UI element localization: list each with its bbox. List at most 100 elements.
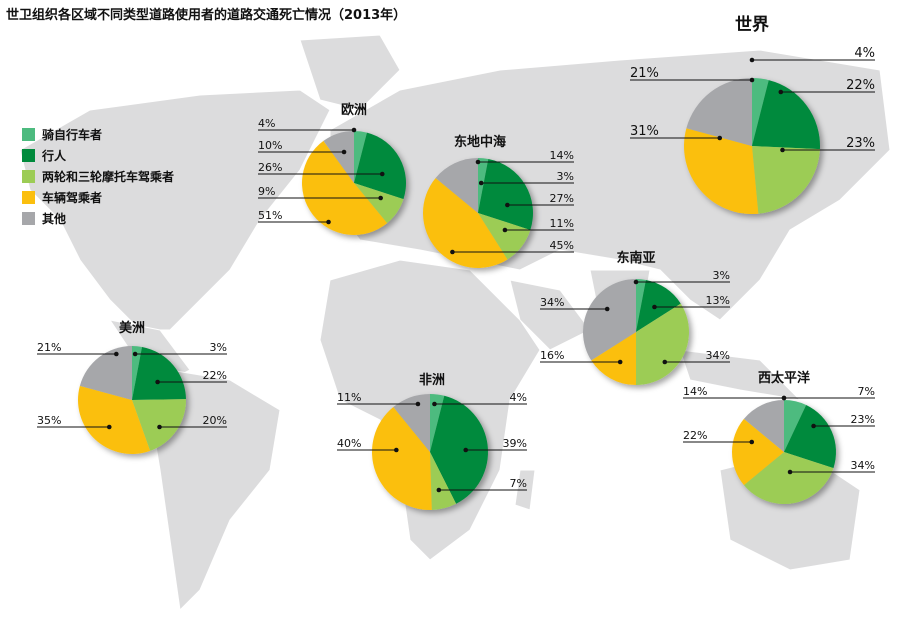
legend-swatch [22,170,35,183]
legend-label: 行人 [42,149,67,163]
leader-dot [475,159,481,165]
data-label-car-occupants: 35% [37,414,61,427]
pie-slice-motorcyclists [430,452,457,510]
data-label-other: 21% [37,341,61,354]
pie-4: 东南亚 3% 13% 34% 16% 34% [540,250,730,385]
data-label-motorcyclists: 11% [550,217,574,230]
leader-dot [502,227,508,233]
leader-dot [749,57,755,63]
leader-dot [463,447,469,453]
pie-title: 东南亚 [616,250,655,266]
pie-slice-car-occupants [302,140,388,235]
pie-title: 东地中海 [454,134,506,150]
pie-slice-other [686,78,752,146]
leader-dot [780,147,785,153]
pie-6: 非洲 4% 39% 7% 40% 11% [337,372,527,510]
data-label-car-occupants: 22% [683,429,707,442]
data-label-pedestrians: 22% [203,369,227,382]
leader-dot [394,447,399,453]
data-label-motorcyclists: 23% [846,136,875,151]
legend-swatch [22,149,35,162]
pie-slices [302,131,406,235]
pie-slices [583,279,689,385]
data-label-motorcyclists: 34% [851,459,875,472]
pie-title: 世界 [735,15,769,35]
data-label-cyclists: 3% [557,170,574,183]
leader-dot [132,351,138,357]
pie-slice-cyclists [430,394,445,452]
legend-swatch [22,212,35,225]
leader-dot [781,395,787,401]
pie-slice-other [435,158,478,213]
leader-dot [617,359,623,365]
leader-dot [415,401,421,407]
pie-slice-other [393,394,430,452]
legend-label: 两轮和三轮摩托车驾乘者 [42,170,175,184]
pie-slice-cyclists [784,400,807,452]
data-label-cyclists: 4% [510,391,527,404]
data-label-pedestrians: 39% [503,437,527,450]
data-label-pedestrians: 23% [851,413,875,426]
greenland-shape [299,34,401,111]
pie-slice-pedestrians [784,404,836,469]
pie-slices [684,78,821,215]
leader-dot [378,195,383,201]
pie-slice-other [79,346,132,400]
pie-slice-cyclists [752,78,769,146]
leader-dot [432,401,437,407]
pie-slice-pedestrians [354,132,406,200]
leader-dot [749,77,755,83]
leader-dot [778,89,784,95]
leader-dot [478,180,484,186]
pie-slices [372,394,488,510]
data-label-other: 34% [540,296,564,309]
data-label-car-occupants: 16% [540,349,564,362]
data-label-cyclists: 3% [713,269,730,282]
pie-slice-motorcyclists [743,452,834,505]
leader-dot [505,202,510,208]
data-label-motorcyclists: 7% [510,477,527,490]
legend-label: 其他 [42,212,67,226]
pie-title: 欧洲 [341,102,367,118]
pie-1: 世界 4% 22% 23% 31% 21% [630,15,875,215]
pie-slice-cyclists [478,158,489,213]
leader-dot [379,171,385,177]
south-america-shape [149,369,281,612]
pie-slice-pedestrians [478,158,533,230]
leader-dot [341,149,347,155]
data-label-pedestrians: 26% [258,161,282,174]
legend-item-cyclists: 骑自行车者 [22,124,174,145]
data-label-car-occupants: 31% [630,124,659,139]
data-label-cyclists: 3% [210,341,227,354]
data-label-car-occupants: 51% [258,209,282,222]
legend-item-other: 其他 [22,208,174,229]
data-label-cyclists: 4% [258,117,275,130]
legend-label: 骑自行车者 [42,128,103,142]
pie-slices [731,400,836,505]
leader-dot [106,424,112,430]
leader-dot [633,279,639,285]
pie-slice-cyclists [354,131,367,183]
pie-slice-motorcyclists [752,146,820,214]
pie-slice-cyclists [132,346,143,400]
pie-title: 美洲 [119,320,145,336]
legend-label: 车辆驾乘者 [42,191,103,205]
pie-slice-other [583,279,636,361]
leader-dot [604,306,610,312]
pie-slice-pedestrians [132,346,186,400]
pie-slice-other [323,131,354,183]
pie-slice-other [743,400,784,452]
pie-slice-car-occupants [422,177,508,268]
pie-7: 西太平洋 7% 23% 34% 22% 14% [683,370,875,505]
legend-item-car-occupants: 车辆驾乘者 [22,187,174,208]
pie-slice-car-occupants [731,418,784,486]
data-label-other: 14% [550,149,574,162]
leader-dot [157,424,162,430]
legend: 骑自行车者 行人 两轮和三轮摩托车驾乘者 车辆驾乘者 其他 [22,124,174,229]
pie-5: 美洲 3% 22% 20% 35% 21% [37,320,227,454]
leader-dot [749,439,755,445]
legend-item-pedestrians: 行人 [22,145,174,166]
leader-dot [351,127,357,133]
chart-title: 世卫组织各区域不同类型道路使用者的道路交通死亡情况（2013年） [6,8,407,23]
